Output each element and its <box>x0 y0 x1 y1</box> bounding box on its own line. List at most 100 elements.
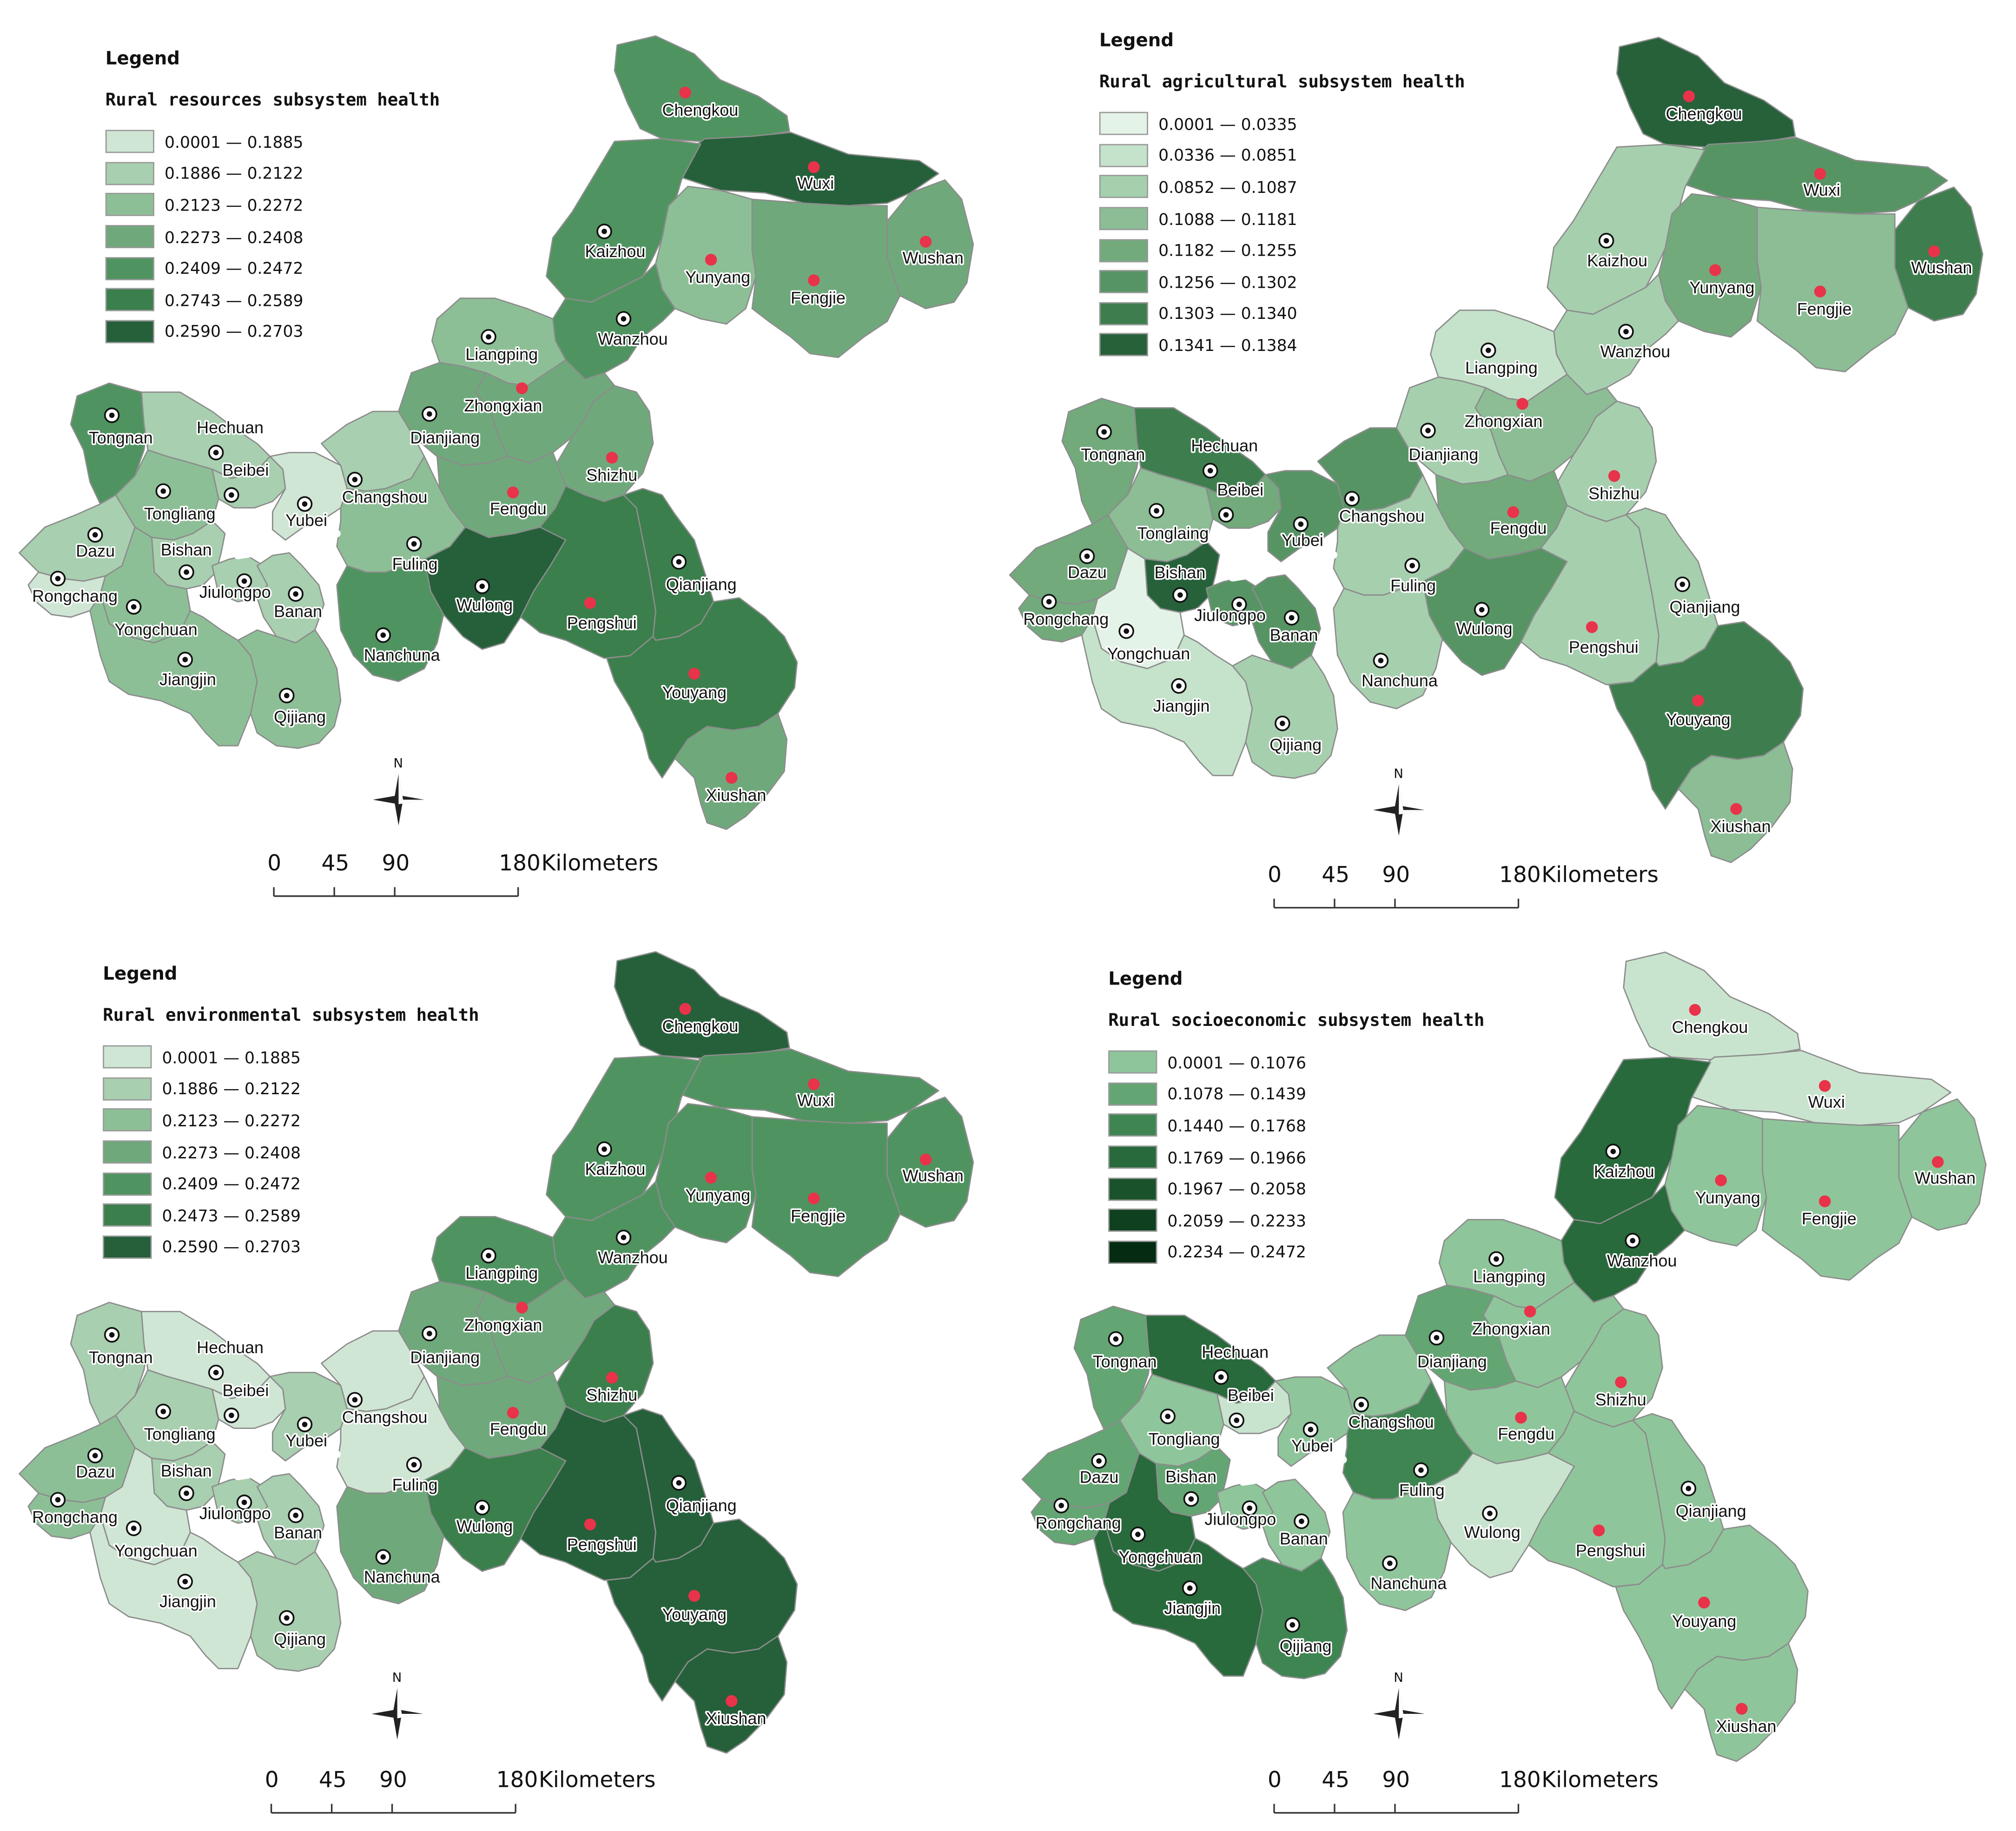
county-marker-banan <box>1283 610 1300 626</box>
place-label-youyang: Youyang <box>1666 710 1731 729</box>
scale-tick-label: 90 <box>1382 862 1410 887</box>
county-marker-jiulongpo <box>1242 1500 1257 1516</box>
city-marker-xiushan <box>726 1695 738 1707</box>
county-marker-hechuan <box>1213 1369 1229 1385</box>
legend-swatch <box>1099 302 1148 325</box>
county-marker-fuling <box>406 1457 422 1473</box>
region-dianjiang <box>398 362 509 466</box>
county-marker-tongliang <box>155 483 172 499</box>
legend-row: 0.2273 — 0.2408 <box>103 1136 479 1168</box>
county-marker-dazu <box>1091 1453 1107 1469</box>
place-label-qianjiang: Qianjiang <box>1670 597 1740 616</box>
place-label-qianjiang: Qianjiang <box>666 1496 737 1515</box>
place-label-wuxi: Wuxi <box>1804 180 1840 199</box>
place-label-liangping: Liangping <box>1473 1267 1546 1286</box>
city-marker-fengjie <box>808 1192 820 1205</box>
region-chengkou <box>614 951 790 1059</box>
scale-tick-label: 90 <box>379 1767 407 1793</box>
city-marker-wuxi <box>808 1078 820 1091</box>
legend-swatch <box>103 1140 152 1164</box>
map-panel-environmental: Chengkou Wuxi Wushan Kaizhou Yunyang Fengjie W… <box>0 915 1008 1831</box>
legend-label: 0.1769 — 0.1966 <box>1167 1147 1306 1167</box>
legend-row: 0.1967 — 0.2058 <box>1108 1173 1484 1205</box>
city-marker-pengshui <box>584 597 596 609</box>
legend-row: 0.2590 — 0.2703 <box>103 1231 479 1263</box>
legend-swatch <box>105 320 154 344</box>
place-label-youyang: Youyang <box>662 1605 727 1624</box>
legend-row: 0.1769 — 0.1966 <box>1108 1142 1484 1173</box>
place-label-zhongxian: Zhongxian <box>1465 411 1543 430</box>
place-label-fengjie: Fengjie <box>791 288 846 307</box>
county-marker-tongliang <box>1160 1408 1176 1424</box>
legend-swatch <box>1099 175 1148 199</box>
scale-tick-label: 180 <box>496 1767 538 1793</box>
legend-swatch <box>103 1203 152 1227</box>
city-marker-shizhu <box>606 1372 618 1384</box>
county-marker-liangping <box>1481 342 1496 358</box>
county-marker-hechuan <box>1202 463 1218 479</box>
county-marker-qianjiang <box>1674 576 1691 592</box>
place-label-zhongxian: Zhongxian <box>464 1315 542 1335</box>
choropleth-map: Chengkou Wuxi Wushan Kaizhou Yunyang Fengjie W… <box>19 951 974 1814</box>
city-marker-youyang <box>1698 1596 1710 1609</box>
legend-swatch <box>105 225 154 249</box>
region-xiushan <box>674 1635 788 1754</box>
place-label-shizhu: Shizhu <box>586 465 637 484</box>
county-marker-qianjiang <box>671 554 687 570</box>
county-marker-banan <box>288 1507 304 1523</box>
city-marker-chengkou <box>679 86 691 99</box>
legend-swatch <box>1099 270 1148 294</box>
place-label-beibei: Beibei <box>1228 1386 1274 1405</box>
legend-row: 0.1078 — 0.1439 <box>1108 1078 1484 1110</box>
legend-swatch <box>1108 1177 1157 1201</box>
place-label-rongchang: Rongchang <box>1023 609 1109 628</box>
legend-swatch <box>105 193 154 217</box>
scale-tick-label: 0 <box>1268 862 1282 887</box>
legend-swatch <box>1108 1209 1157 1232</box>
legend-label: 0.2473 — 0.2589 <box>162 1205 301 1225</box>
county-marker-jiangjin <box>1182 1580 1198 1596</box>
place-label-pengshui: Pengshui <box>1569 637 1639 656</box>
county-marker-tongnan <box>104 1327 120 1343</box>
legend: Legend Rural socioeconomic subsystem heal… <box>1108 969 1485 1268</box>
city-marker-yunyang <box>1715 1174 1727 1186</box>
north-arrow-icon: N <box>371 1670 423 1740</box>
north-label: N <box>1394 1670 1403 1685</box>
place-label-yongchuan: Yongchuan <box>1118 1547 1202 1567</box>
county-marker-bishan <box>1172 587 1188 603</box>
place-label-dianjiang: Dianjiang <box>410 428 480 447</box>
county-marker-banan <box>1294 1513 1309 1529</box>
county-marker-rongchang <box>1041 594 1057 610</box>
place-label-pengshui: Pengshui <box>567 1535 637 1554</box>
place-label-beibei: Beibei <box>1217 480 1263 499</box>
place-label-fuling: Fuling <box>1399 1481 1445 1500</box>
place-label-jiangjin: Jiangjin <box>1153 696 1210 715</box>
county-marker-yubei <box>1302 1421 1319 1437</box>
legend-label: 0.2409 — 0.2472 <box>162 1174 301 1194</box>
county-marker-dianjiang <box>1420 423 1436 438</box>
place-label-wuxi: Wuxi <box>797 174 834 193</box>
place-label-dazu: Dazu <box>1068 563 1107 582</box>
legend-swatch <box>105 130 154 153</box>
place-label-dianjiang: Dianjiang <box>1409 445 1479 464</box>
county-marker-yubei <box>297 496 313 512</box>
county-marker-fuling <box>1413 1462 1429 1478</box>
place-label-dazu: Dazu <box>1080 1467 1119 1487</box>
legend-row: 0.1088 — 0.1181 <box>1099 203 1465 234</box>
place-label-fengjie: Fengjie <box>1797 299 1852 318</box>
city-marker-fengdu <box>1515 1412 1527 1424</box>
river <box>234 529 341 560</box>
county-marker-beibei <box>1229 1412 1244 1428</box>
city-marker-youyang <box>1692 694 1704 707</box>
scale-tick-label: 180 <box>1499 862 1541 887</box>
place-label-jiangjin: Jiangjin <box>1164 1599 1221 1618</box>
legend-row: 0.1341 — 0.1384 <box>1099 330 1465 361</box>
county-marker-rongchang <box>50 570 66 587</box>
place-label-bishan: Bishan <box>1165 1467 1216 1486</box>
city-marker-yunyang <box>705 1171 717 1184</box>
place-label-xiushan: Xiushan <box>706 1709 766 1728</box>
place-label-tongliang: Tongliang <box>144 504 216 523</box>
county-marker-changshou <box>1353 1396 1369 1413</box>
place-label-yunyang: Yunyang <box>685 267 750 286</box>
place-label-tongnan: Tongnan <box>89 1348 153 1367</box>
